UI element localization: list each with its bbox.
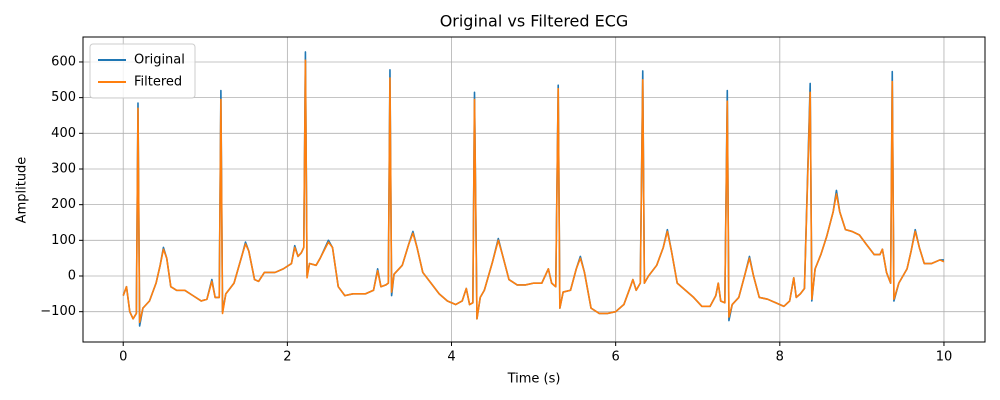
legend-box xyxy=(89,43,196,99)
x-tick-label: 10 xyxy=(936,350,953,365)
legend-label: Filtered xyxy=(134,75,182,90)
y-tick-label: 600 xyxy=(51,54,76,69)
x-tick-label: 8 xyxy=(776,350,784,365)
y-tick-label: −100 xyxy=(40,304,76,319)
y-tick-label: 0 xyxy=(68,269,76,284)
y-tick-label: 300 xyxy=(51,161,76,176)
y-axis-label: Amplitude xyxy=(15,157,30,224)
y-tick-label: 400 xyxy=(51,126,76,141)
axes-frame xyxy=(82,36,986,343)
ticks: 0 2 4 6 8 10 −100 0 100 200 300 400 500 600 xyxy=(40,54,952,364)
y-tick-label: 100 xyxy=(51,233,76,248)
series-line xyxy=(122,59,945,324)
legend: Original Filtered xyxy=(89,43,196,99)
plot-area xyxy=(122,51,945,327)
chart-title: Original vs Filtered ECG xyxy=(440,12,629,31)
x-tick-label: 2 xyxy=(283,350,291,365)
x-tick-label: 6 xyxy=(612,350,620,365)
x-tick-label: 4 xyxy=(447,350,455,365)
y-tick-label: 500 xyxy=(51,90,76,105)
y-tick-label: 200 xyxy=(51,197,76,212)
legend-label: Original xyxy=(134,53,185,68)
x-tick-label: 0 xyxy=(119,350,127,365)
x-axis-label: Time (s) xyxy=(507,372,561,387)
